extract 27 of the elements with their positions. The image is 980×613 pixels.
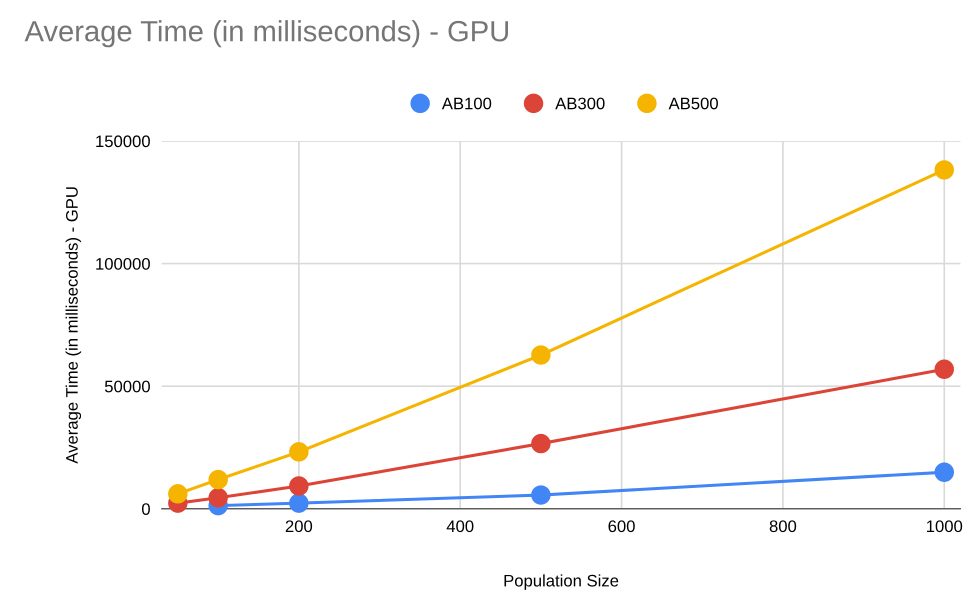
legend-label: AB500 [668,98,718,110]
x-tick-label: 400 [446,520,474,532]
point [289,493,309,513]
chart-title: Average Time (in milliseconds) - GPU [24,20,508,48]
legend-label: AB100 [442,98,492,110]
y-axis-title: Average Time (in milliseconds) - GPU [66,187,82,464]
y-tick-label: 100000 [96,258,150,270]
point [934,462,954,482]
point [289,442,309,462]
point [934,360,954,379]
x-tick-label: 800 [770,520,796,532]
point [934,160,954,180]
point [531,485,551,505]
y-tick-label: 0 [142,503,150,515]
x-tick-label: 1000 [927,520,962,532]
x-tick-label: 600 [608,520,635,532]
legend-label: AB300 [555,98,605,110]
point [289,476,309,496]
point [208,488,228,508]
point [531,345,551,365]
point [208,470,228,490]
point [168,484,188,504]
y-tick-label: 50000 [104,380,150,392]
point [531,434,551,454]
x-axis-title: Population Size [504,574,618,590]
y-tick-label: 150000 [96,135,150,148]
x-tick-label: 200 [286,520,312,532]
